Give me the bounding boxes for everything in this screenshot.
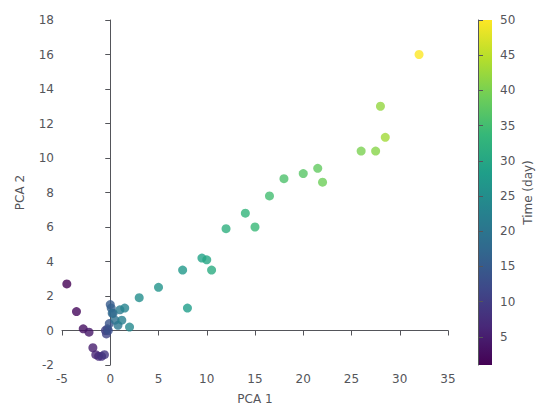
svg-text:10: 10 xyxy=(39,151,54,165)
svg-text:50: 50 xyxy=(500,13,515,27)
svg-text:5: 5 xyxy=(500,330,508,344)
svg-text:18: 18 xyxy=(39,13,54,27)
svg-text:15: 15 xyxy=(247,372,262,386)
svg-text:PCA 2: PCA 2 xyxy=(13,175,27,210)
svg-text:20: 20 xyxy=(500,224,515,238)
svg-text:0: 0 xyxy=(106,372,114,386)
svg-text:25: 25 xyxy=(500,189,515,203)
svg-text:8: 8 xyxy=(46,186,54,200)
svg-text:PCA 1: PCA 1 xyxy=(237,392,272,406)
svg-text:-5: -5 xyxy=(56,372,68,386)
svg-text:4: 4 xyxy=(46,255,54,269)
svg-text:10: 10 xyxy=(199,372,214,386)
svg-text:0: 0 xyxy=(46,324,54,338)
svg-text:16: 16 xyxy=(39,48,54,62)
svg-text:-2: -2 xyxy=(42,358,54,372)
svg-text:15: 15 xyxy=(500,259,515,273)
svg-text:40: 40 xyxy=(500,83,515,97)
svg-text:12: 12 xyxy=(39,117,54,131)
svg-text:Time (day): Time (day) xyxy=(521,160,535,226)
svg-text:30: 30 xyxy=(500,154,515,168)
svg-text:2: 2 xyxy=(46,289,54,303)
svg-text:5: 5 xyxy=(155,372,163,386)
svg-text:30: 30 xyxy=(392,372,407,386)
svg-text:45: 45 xyxy=(500,48,515,62)
svg-text:35: 35 xyxy=(440,372,455,386)
svg-text:20: 20 xyxy=(296,372,311,386)
svg-text:25: 25 xyxy=(344,372,359,386)
svg-text:10: 10 xyxy=(500,295,515,309)
svg-text:35: 35 xyxy=(500,119,515,133)
svg-text:14: 14 xyxy=(39,82,54,96)
svg-text:6: 6 xyxy=(46,220,54,234)
